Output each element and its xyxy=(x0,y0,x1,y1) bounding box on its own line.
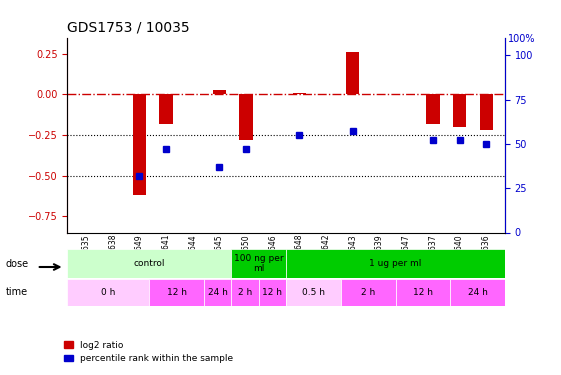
Text: 2 h: 2 h xyxy=(361,288,375,297)
Bar xyxy=(159,94,173,124)
FancyBboxPatch shape xyxy=(450,279,505,306)
Bar xyxy=(480,94,493,130)
FancyBboxPatch shape xyxy=(67,279,149,306)
Text: 100%: 100% xyxy=(508,34,535,44)
Text: 100 ng per
ml: 100 ng per ml xyxy=(234,254,283,273)
Text: 1 ug per ml: 1 ug per ml xyxy=(369,259,422,268)
Text: 0 h: 0 h xyxy=(101,288,116,297)
FancyBboxPatch shape xyxy=(149,279,204,306)
Text: 12 h: 12 h xyxy=(167,288,187,297)
FancyBboxPatch shape xyxy=(396,279,450,306)
Text: time: time xyxy=(6,287,27,297)
Bar xyxy=(240,94,253,140)
FancyBboxPatch shape xyxy=(232,249,286,278)
Text: 2 h: 2 h xyxy=(238,288,252,297)
Bar xyxy=(426,94,439,124)
FancyBboxPatch shape xyxy=(204,279,232,306)
FancyBboxPatch shape xyxy=(259,279,286,306)
Bar xyxy=(213,90,226,94)
Text: 12 h: 12 h xyxy=(263,288,282,297)
FancyBboxPatch shape xyxy=(286,279,341,306)
FancyBboxPatch shape xyxy=(341,279,396,306)
Text: 12 h: 12 h xyxy=(413,288,433,297)
Text: dose: dose xyxy=(6,260,29,269)
Bar xyxy=(293,93,306,94)
Text: GDS1753 / 10035: GDS1753 / 10035 xyxy=(67,21,190,35)
FancyBboxPatch shape xyxy=(67,249,232,278)
Text: 24 h: 24 h xyxy=(468,288,488,297)
Bar xyxy=(453,94,466,127)
Bar xyxy=(346,52,360,94)
FancyBboxPatch shape xyxy=(286,249,505,278)
Text: 0.5 h: 0.5 h xyxy=(302,288,325,297)
Legend: log2 ratio, percentile rank within the sample: log2 ratio, percentile rank within the s… xyxy=(61,337,237,367)
Bar xyxy=(133,94,146,195)
FancyBboxPatch shape xyxy=(232,279,259,306)
Text: control: control xyxy=(134,259,165,268)
Text: 24 h: 24 h xyxy=(208,288,228,297)
